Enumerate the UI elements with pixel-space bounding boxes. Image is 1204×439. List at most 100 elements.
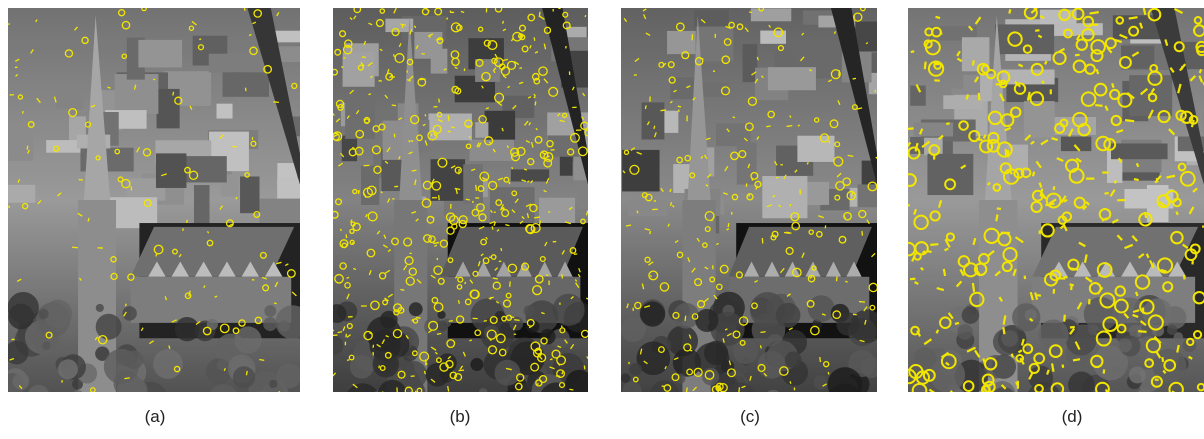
keypoint-orientation [249, 34, 251, 35]
keypoint-orientation [807, 162, 808, 164]
keypoint-orientation [585, 15, 586, 17]
keypoint-orientation [1073, 359, 1080, 360]
keypoint-orientation [910, 279, 915, 280]
keypoint-orientation [749, 12, 751, 13]
keypoint-orientation [548, 156, 550, 157]
keypoint-orientation [1033, 172, 1034, 177]
keypoint-orientation [273, 102, 279, 103]
keypoint-orientation [458, 300, 459, 304]
keypoint-orientation [347, 360, 349, 361]
keypoint-orientation [124, 378, 129, 379]
keypoint-orientation [131, 186, 132, 190]
keypoint-orientation [4, 24, 10, 25]
keypoint-orientation [562, 325, 563, 327]
keypoint-orientation [338, 332, 342, 333]
keypoint-orientation [1137, 163, 1139, 167]
keypoint-orientation [503, 21, 504, 24]
keypoint-orientation [685, 316, 686, 321]
keypoint-orientation [979, 93, 980, 100]
keypoint-orientation [955, 323, 959, 324]
keypoint-orientation [431, 134, 432, 136]
keypoint-orientation [489, 298, 492, 299]
keypoint-orientation [574, 254, 577, 255]
keypoint-orientation [509, 182, 510, 184]
keypoint-orientation [449, 321, 453, 322]
photo-panel [0, 6, 335, 417]
keypoint-orientation [946, 123, 949, 124]
keypoint-orientation [660, 110, 666, 111]
photo-panel [902, 7, 1204, 417]
keypoint-orientation [1025, 276, 1026, 279]
keypoint-orientation [510, 281, 511, 286]
keypoint-orientation [790, 381, 791, 383]
keypoint-orientation [451, 127, 455, 128]
keypoint-orientation [437, 334, 441, 335]
keypoint-orientation [1003, 327, 1004, 334]
keypoint-orientation [973, 60, 974, 65]
keypoint-orientation [1200, 69, 1201, 73]
keypoint-orientation [1125, 120, 1134, 121]
keypoint-orientation [650, 231, 651, 234]
keypoint-orientation [853, 78, 856, 79]
keypoint-orientation [108, 87, 111, 88]
keypoint-orientation [514, 320, 519, 321]
keypoint-orientation [906, 128, 914, 129]
keypoint-orientation [394, 54, 395, 57]
keypoint-orientation [259, 359, 264, 360]
keypoint-orientation [412, 319, 413, 321]
keypoint-orientation [535, 102, 536, 106]
keypoint-orientation [1037, 295, 1041, 296]
keypoint-orientation [534, 97, 536, 98]
keypoint-orientation [492, 226, 493, 229]
keypoint-orientation [1184, 275, 1185, 279]
keypoint-orientation [944, 269, 945, 276]
keypoint-orientation [72, 247, 78, 248]
keypoint-orientation [925, 62, 926, 70]
keypoint-orientation [352, 148, 354, 149]
keypoint-orientation [1105, 193, 1109, 194]
keypoint-orientation [341, 67, 343, 68]
keypoint-orientation [465, 282, 466, 284]
keypoint-orientation [1054, 186, 1055, 190]
keypoint-orientation [368, 94, 371, 95]
keypoint-orientation [469, 340, 471, 341]
keypoint-orientation [645, 105, 646, 109]
keypoint-orientation [466, 199, 470, 200]
keypoint-orientation [1035, 30, 1039, 31]
keypoint-orientation [431, 217, 434, 218]
tone [333, 8, 588, 392]
keypoint-orientation [562, 274, 563, 278]
keypoint-orientation [973, 283, 974, 292]
keypoint-orientation [1070, 284, 1074, 285]
keypoint-orientation [383, 391, 384, 394]
keypoint-orientation [541, 313, 544, 314]
keypoint-orientation [1090, 12, 1099, 13]
panel-caption: (c) [740, 407, 760, 426]
keypoint-orientation [678, 106, 681, 107]
keypoint-orientation [1064, 315, 1065, 322]
panel-caption: (a) [145, 407, 166, 426]
keypoint-orientation [1115, 180, 1116, 183]
keypoint-orientation [569, 389, 573, 390]
keypoint-orientation [845, 281, 847, 282]
keypoint-orientation [1104, 370, 1105, 374]
keypoint-orientation [626, 225, 631, 226]
keypoint-orientation [439, 99, 440, 103]
keypoint-orientation [534, 217, 540, 218]
keypoint-orientation [1012, 354, 1013, 358]
keypoint-orientation [246, 371, 247, 375]
keypoint-orientation [1095, 105, 1102, 106]
keypoint-orientation [996, 84, 1005, 85]
keypoint-orientation [447, 18, 448, 20]
keypoint-orientation [548, 212, 550, 213]
keypoint-orientation [448, 131, 451, 132]
keypoint-orientation [534, 37, 535, 40]
page: (a) (b) (c) (d) (() => { const data = JS… [0, 0, 1204, 434]
keypoint-orientation [244, 8, 245, 11]
keypoint-orientation [1129, 17, 1138, 18]
keypoint-orientation [584, 366, 585, 370]
keypoint-orientation [1136, 292, 1138, 296]
keypoint-orientation [416, 317, 420, 318]
keypoint-orientation [550, 359, 552, 360]
keypoint-orientation [412, 170, 417, 171]
